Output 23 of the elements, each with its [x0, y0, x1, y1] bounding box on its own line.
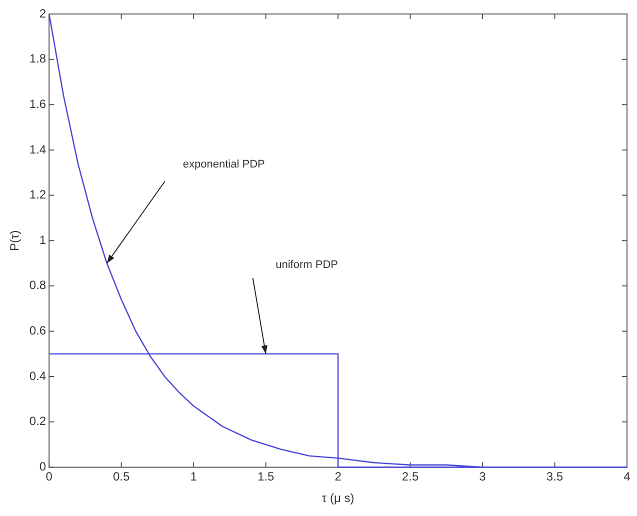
annotation: exponential PDP [182, 158, 265, 170]
y-tick-label: 1 [39, 232, 46, 247]
y-tick-label: 0.6 [29, 324, 46, 338]
y-tick-label: 1.4 [29, 142, 46, 156]
y-tick-label: 0 [39, 460, 46, 474]
y-axis-title: P(τ) [8, 230, 22, 251]
y-tick-label: 0.2 [29, 414, 46, 428]
y-tick-label: 2 [39, 6, 46, 20]
x-axis-title: τ (μ s) [322, 491, 354, 506]
y-tick-label: 1.2 [29, 188, 46, 202]
x-tick-label: 1.5 [257, 470, 274, 484]
x-tick-label: 4 [624, 470, 631, 484]
y-tick-label: 0.4 [29, 368, 46, 383]
y-tick-label: 1.8 [29, 52, 46, 66]
x-tick-label: 3.5 [546, 470, 564, 484]
y-tick-label: 1.6 [29, 96, 46, 111]
y-tick-label: 0.8 [29, 278, 46, 292]
annotation: uniform PDP [276, 258, 338, 271]
x-tick-label: 2.5 [402, 470, 419, 484]
x-tick-label: 3 [479, 470, 486, 484]
x-tick-label: 2 [334, 470, 342, 484]
x-tick-label: 1 [190, 470, 198, 484]
x-tick-label: 0.5 [112, 470, 130, 484]
